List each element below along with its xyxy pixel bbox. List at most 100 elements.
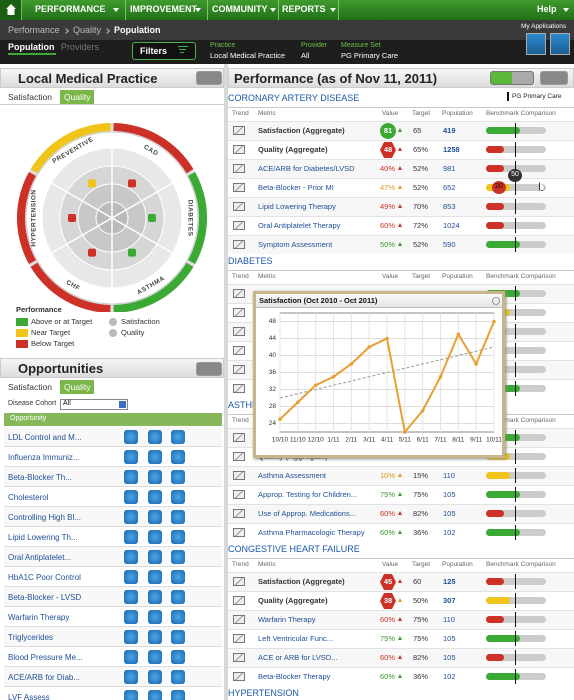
- metric-name[interactable]: Use of Approp. Medications...: [258, 509, 356, 518]
- population[interactable]: 102: [443, 528, 456, 537]
- tab-active[interactable]: Quality: [60, 90, 95, 104]
- trend-icon[interactable]: [233, 327, 245, 336]
- opportunity-action-icon[interactable]: [148, 470, 162, 484]
- gear-button[interactable]: [196, 362, 222, 376]
- opportunity-action-icon[interactable]: [148, 690, 162, 700]
- opportunity-action-icon[interactable]: [124, 490, 138, 504]
- opportunity-row[interactable]: [4, 467, 222, 487]
- metric-name[interactable]: Lipid Lowering Therapy: [258, 202, 336, 211]
- opportunity-action-icon[interactable]: [148, 670, 162, 684]
- trend-icon[interactable]: [233, 126, 245, 135]
- trend-icon[interactable]: [233, 240, 245, 249]
- gear-button[interactable]: [540, 71, 568, 85]
- opportunity-row[interactable]: [4, 607, 222, 627]
- trend-icon[interactable]: [233, 308, 245, 317]
- opportunity-name[interactable]: Lipid Lowering Th...: [8, 533, 78, 542]
- opportunity-row[interactable]: [4, 567, 222, 587]
- metric-name[interactable]: Beta-Blocker - Prior MI: [258, 183, 334, 192]
- opportunity-action-icon[interactable]: [124, 430, 138, 444]
- opportunity-name[interactable]: Beta-Blocker - LVSD: [8, 593, 82, 602]
- opportunity-row[interactable]: [4, 667, 222, 687]
- tab-active[interactable]: Population: [8, 42, 55, 52]
- trend-icon[interactable]: [233, 346, 245, 355]
- opportunity-action-icon[interactable]: [124, 650, 138, 664]
- opportunity-action-icon[interactable]: [148, 450, 162, 464]
- population[interactable]: 307: [443, 596, 456, 605]
- metric-name[interactable]: Warfarin Therapy: [258, 615, 316, 624]
- opportunity-name[interactable]: LDL Control and M...: [8, 433, 82, 442]
- tab[interactable]: Providers: [61, 42, 100, 52]
- trend-icon[interactable]: [233, 433, 245, 442]
- opportunity-action-icon[interactable]: [124, 570, 138, 584]
- trend-icon[interactable]: [233, 384, 245, 393]
- trend-icon[interactable]: [233, 365, 245, 374]
- opportunity-row[interactable]: [4, 527, 222, 547]
- opportunity-action-icon[interactable]: [171, 630, 185, 644]
- opportunity-action-icon[interactable]: [171, 590, 185, 604]
- trend-icon[interactable]: [233, 634, 245, 643]
- tab-active[interactable]: Quality: [60, 380, 95, 394]
- metric-name[interactable]: Quality (Aggregate): [258, 596, 328, 605]
- metric-name[interactable]: ACE/ARB for Diabetes/LVSD: [258, 164, 355, 173]
- metric-name[interactable]: Beta-Blocker Therapy: [258, 672, 331, 681]
- breadcrumb-item[interactable]: Quality: [73, 25, 102, 35]
- population[interactable]: 590: [443, 240, 456, 249]
- trend-icon[interactable]: [233, 452, 245, 461]
- metric-name[interactable]: Satisfaction (Aggregate): [258, 126, 345, 135]
- opportunity-action-icon[interactable]: [171, 430, 185, 444]
- trend-icon[interactable]: [233, 289, 245, 298]
- metric-name[interactable]: Oral Antiplatelet Therapy: [258, 221, 341, 230]
- opportunity-name[interactable]: Blood Pressure Me...: [8, 653, 83, 662]
- cohort-select[interactable]: [60, 399, 128, 410]
- opportunity-name[interactable]: Triglycerides: [8, 633, 54, 642]
- population[interactable]: 105: [443, 634, 456, 643]
- opportunity-row[interactable]: [4, 627, 222, 647]
- trend-icon[interactable]: [233, 528, 245, 537]
- population[interactable]: 652: [443, 183, 456, 192]
- opportunity-row[interactable]: [4, 507, 222, 527]
- opportunity-action-icon[interactable]: [124, 470, 138, 484]
- opportunity-action-icon[interactable]: [171, 670, 185, 684]
- trend-icon[interactable]: [233, 672, 245, 681]
- trend-icon[interactable]: [233, 596, 245, 605]
- metric-name[interactable]: Satisfaction (Aggregate): [258, 577, 345, 586]
- trend-icon[interactable]: [233, 471, 245, 480]
- app-icon[interactable]: [526, 33, 546, 55]
- metric-name[interactable]: Approp. Testing for Children...: [258, 490, 358, 499]
- opportunity-action-icon[interactable]: [148, 610, 162, 624]
- trend-icon[interactable]: [233, 490, 245, 499]
- population[interactable]: 105: [443, 490, 456, 499]
- metric-name[interactable]: Left Ventricular Func...: [258, 634, 334, 643]
- opportunity-name[interactable]: HbA1C Poor Control: [8, 573, 81, 582]
- opportunity-action-icon[interactable]: [124, 530, 138, 544]
- metric-name[interactable]: Asthma Assessment: [258, 471, 326, 480]
- opportunity-action-icon[interactable]: [124, 610, 138, 624]
- opportunity-name[interactable]: Warfarin Therapy: [8, 613, 70, 622]
- tab[interactable]: Satisfaction: [4, 380, 56, 394]
- population[interactable]: 102: [443, 672, 456, 681]
- opportunity-action-icon[interactable]: [171, 490, 185, 504]
- metric-name[interactable]: Symptom Assessment: [258, 240, 333, 249]
- trend-icon[interactable]: [233, 577, 245, 586]
- trend-icon[interactable]: [233, 164, 245, 173]
- population[interactable]: 853: [443, 202, 456, 211]
- help-link[interactable]: Help: [537, 4, 557, 14]
- trend-icon[interactable]: [233, 202, 245, 211]
- opportunity-action-icon[interactable]: [171, 690, 185, 700]
- opportunity-action-icon[interactable]: [171, 610, 185, 624]
- opportunity-row[interactable]: [4, 427, 222, 447]
- population[interactable]: 105: [443, 653, 456, 662]
- trend-icon[interactable]: [233, 145, 245, 154]
- opportunity-row[interactable]: [4, 487, 222, 507]
- tab[interactable]: Satisfaction: [4, 90, 56, 104]
- trend-icon[interactable]: [233, 615, 245, 624]
- opportunity-row[interactable]: [4, 647, 222, 667]
- population[interactable]: 1024: [443, 221, 460, 230]
- opportunity-action-icon[interactable]: [148, 590, 162, 604]
- opportunity-row[interactable]: [4, 587, 222, 607]
- metric-name[interactable]: ACE or ARB for LVSD...: [258, 653, 338, 662]
- opportunity-name[interactable]: Cholesterol: [8, 493, 49, 502]
- nav-item[interactable]: IMPROVEMENT: [130, 4, 198, 14]
- trend-icon[interactable]: [233, 509, 245, 518]
- opportunity-action-icon[interactable]: [148, 510, 162, 524]
